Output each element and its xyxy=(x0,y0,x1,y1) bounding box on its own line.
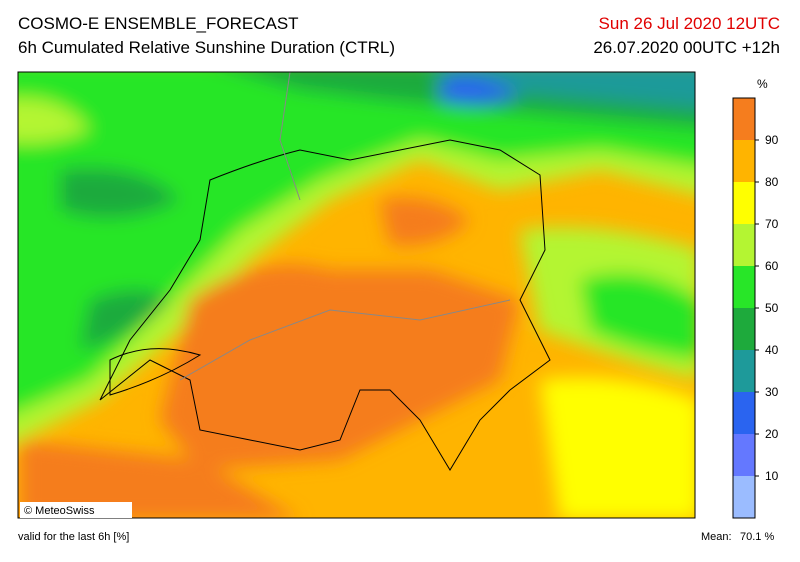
colorbar-label: 90 xyxy=(765,133,779,147)
colorbar-segment xyxy=(733,98,755,140)
colorbar-unit: % xyxy=(757,77,768,91)
colorbar-label: 10 xyxy=(765,469,779,483)
colorbar-label: 50 xyxy=(765,301,779,315)
colorbar-segment xyxy=(733,224,755,266)
colorbar-label: 30 xyxy=(765,385,779,399)
mean-value: 70.1 % xyxy=(740,531,775,543)
subtitle: 6h Cumulated Relative Sunshine Duration … xyxy=(18,38,396,57)
colorbar-label: 60 xyxy=(765,259,779,273)
valid-date: Sun 26 Jul 2020 12UTC xyxy=(598,14,780,33)
sunshine-field xyxy=(18,72,695,518)
borders xyxy=(99,139,551,471)
map-frame xyxy=(17,71,696,519)
run-info: 26.07.2020 00UTC +12h xyxy=(593,38,780,57)
colorbar-segment xyxy=(733,308,755,350)
colorbar-label: 70 xyxy=(765,217,779,231)
colorbar-label: 40 xyxy=(765,343,779,357)
validity: valid for the last 6h [%] xyxy=(18,531,130,543)
colorbar-segment xyxy=(733,392,755,434)
credit: © MeteoSwiss xyxy=(24,505,95,517)
colorbar-label: 20 xyxy=(765,427,779,441)
colorbar-label: 80 xyxy=(765,175,779,189)
colorbar-segment xyxy=(733,434,755,476)
colorbar-segment xyxy=(733,182,755,224)
colorbar-segment xyxy=(733,476,755,518)
colorbar-segment xyxy=(733,266,755,308)
rivers xyxy=(179,72,511,381)
title: COSMO-E ENSEMBLE_FORECAST xyxy=(18,14,299,33)
field-shapes xyxy=(18,72,695,518)
colorbar-segment xyxy=(733,140,755,182)
colorbar-segment xyxy=(733,350,755,392)
colorbar: 10 20 30 40 50 60 70 80 90% xyxy=(732,77,779,519)
credit-box xyxy=(20,502,132,518)
mean-label: Mean: xyxy=(701,531,732,543)
